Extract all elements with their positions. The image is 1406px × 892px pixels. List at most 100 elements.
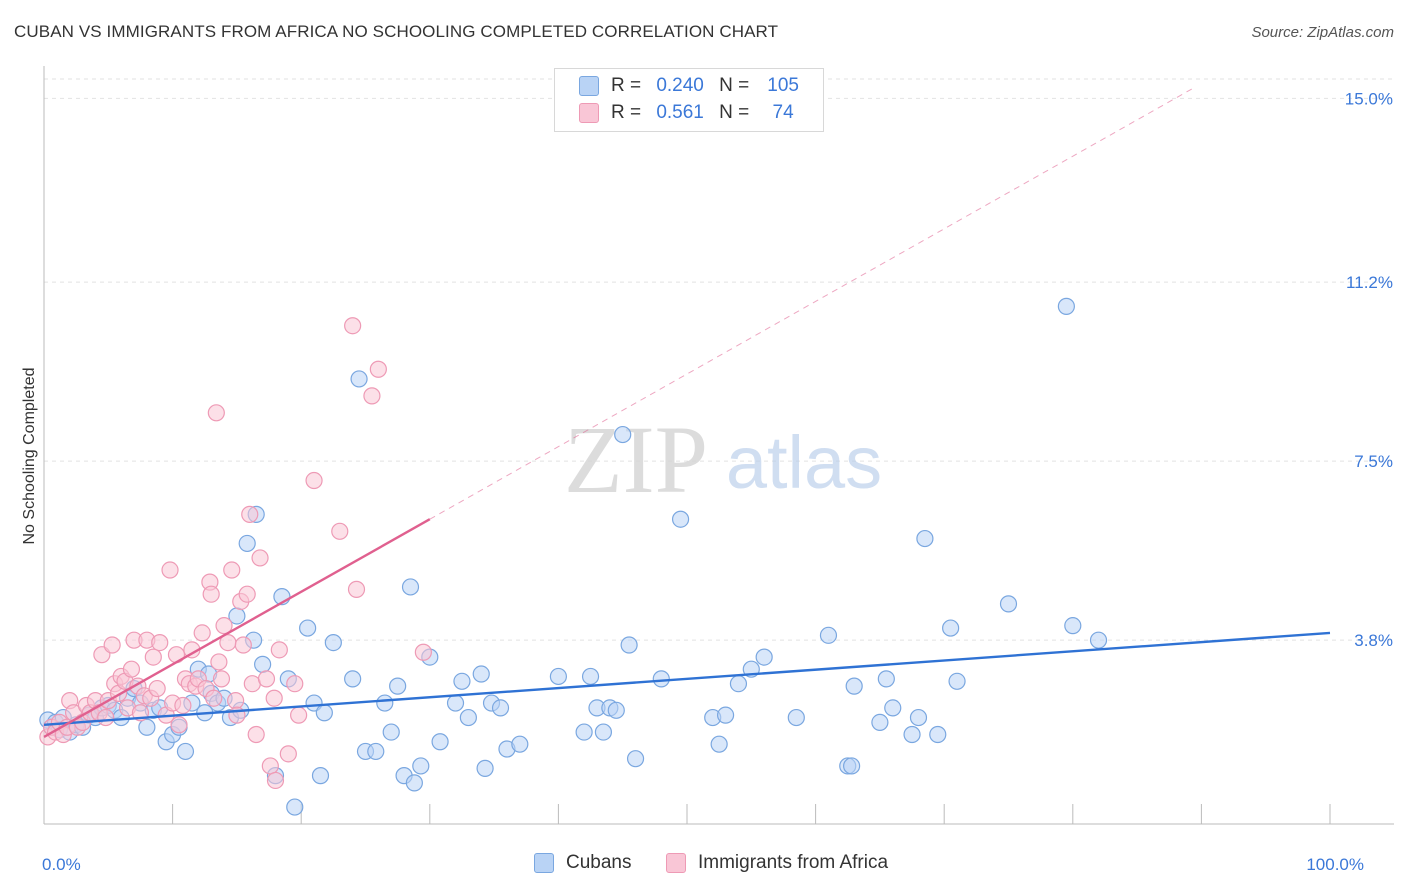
cuban-point: [626, 750, 645, 768]
cuban-point: [1057, 297, 1075, 315]
africa-point: [210, 653, 228, 671]
cuban-point: [755, 648, 773, 666]
data-points: [39, 297, 1108, 816]
legend-r-label: R =: [611, 75, 642, 96]
cuban-point: [716, 706, 735, 724]
africa-point: [103, 636, 121, 654]
cuban-point: [843, 757, 861, 775]
africa-point: [223, 561, 241, 579]
africa-point: [290, 706, 308, 724]
legend: R = 0.240 N = 105 R = 0.561 N = 74: [554, 68, 824, 132]
bottom-legend-africa: Immigrants from Africa: [666, 852, 888, 874]
africa-point: [205, 689, 223, 707]
legend-n-value: 74: [772, 102, 794, 123]
cuban-point: [315, 704, 333, 722]
cuban-point: [476, 759, 494, 777]
africa-trend-line: [43, 518, 431, 738]
legend-row-africa: R = 0.561 N = 74: [579, 101, 805, 125]
africa-point: [193, 624, 211, 642]
africa-point: [234, 636, 252, 654]
africa-point: [144, 648, 162, 666]
y-tick-label: 11.2%: [1346, 273, 1393, 292]
legend-n-label: N =: [719, 75, 750, 96]
africa-point: [161, 561, 179, 579]
bottom-legend-swatch-cubans: [534, 853, 554, 873]
africa-point: [251, 549, 269, 567]
cuban-trend-line: [43, 631, 1331, 727]
cuban-point: [909, 708, 928, 727]
legend-r-value: 0.561: [656, 102, 704, 123]
cuban-point: [350, 370, 368, 388]
africa-point: [207, 404, 225, 422]
tick-labels: 3.8% 7.5% 11.2% 15.0% 0.0% 100.0%: [42, 89, 1393, 874]
africa-point: [148, 679, 166, 698]
cuban-point: [884, 699, 902, 717]
watermark-atlas: atlas: [726, 421, 882, 504]
cuban-point: [472, 665, 490, 683]
africa-point: [266, 771, 285, 790]
cuban-point: [344, 670, 362, 688]
cuban-point: [412, 757, 430, 775]
legend-r-value: 0.240: [656, 75, 704, 96]
cuban-point: [845, 677, 863, 695]
cuban-point: [405, 774, 423, 792]
cuban-point: [819, 626, 838, 644]
cuban-point: [238, 534, 256, 553]
cuban-point: [916, 529, 934, 548]
axes: [43, 66, 1394, 825]
cuban-point: [999, 595, 1018, 613]
africa-point: [261, 757, 279, 775]
cuban-point: [671, 510, 690, 528]
cuban-point: [453, 672, 471, 690]
cuban-point: [903, 725, 921, 744]
africa-point: [122, 660, 141, 678]
cuban-point: [652, 670, 670, 688]
cuban-point: [491, 699, 510, 717]
bottom-legend-cubans: Cubans: [534, 852, 632, 874]
africa-point: [279, 745, 297, 763]
africa-point: [286, 675, 304, 693]
cuban-point: [286, 798, 304, 816]
y-tick-label: 7.5%: [1354, 452, 1393, 471]
africa-point: [238, 585, 256, 603]
cuban-point: [511, 735, 529, 753]
cuban-point: [607, 701, 625, 719]
cuban-point: [948, 672, 966, 690]
africa-point: [227, 692, 245, 710]
cuban-point: [311, 767, 330, 785]
y-tick-label: 15.0%: [1345, 89, 1393, 108]
africa-point: [414, 643, 432, 661]
africa-point: [347, 580, 366, 598]
africa-point: [174, 696, 192, 715]
cuban-point: [459, 708, 477, 727]
legend-swatch-africa: [579, 103, 599, 123]
africa-point: [257, 670, 276, 688]
africa-point: [369, 360, 387, 378]
cuban-point: [729, 675, 748, 693]
cuban-point: [549, 667, 568, 686]
africa-point: [363, 387, 381, 405]
africa-point: [265, 689, 283, 707]
cuban-point: [176, 742, 195, 761]
africa-point: [305, 471, 323, 490]
cuban-point: [877, 670, 895, 688]
africa-point: [344, 317, 362, 335]
watermark-zip: ZIP: [564, 406, 708, 513]
cuban-point: [254, 655, 272, 673]
africa-point: [331, 522, 349, 540]
cuban-point: [367, 742, 385, 761]
cuban-point: [1089, 631, 1108, 649]
cuban-point: [710, 735, 728, 753]
source-credit: Source: ZipAtlas.com: [1251, 24, 1394, 41]
africa-trend-extension: [429, 88, 1193, 520]
africa-point: [202, 585, 220, 603]
cuban-point: [299, 619, 317, 637]
africa-point: [215, 617, 233, 635]
africa-point: [97, 708, 115, 727]
cuban-point: [401, 578, 420, 596]
bottom-legend-label-africa: Immigrants from Africa: [698, 852, 889, 873]
cuban-point: [871, 713, 889, 732]
watermark: ZIP atlas: [564, 406, 882, 513]
cuban-point: [138, 718, 156, 736]
